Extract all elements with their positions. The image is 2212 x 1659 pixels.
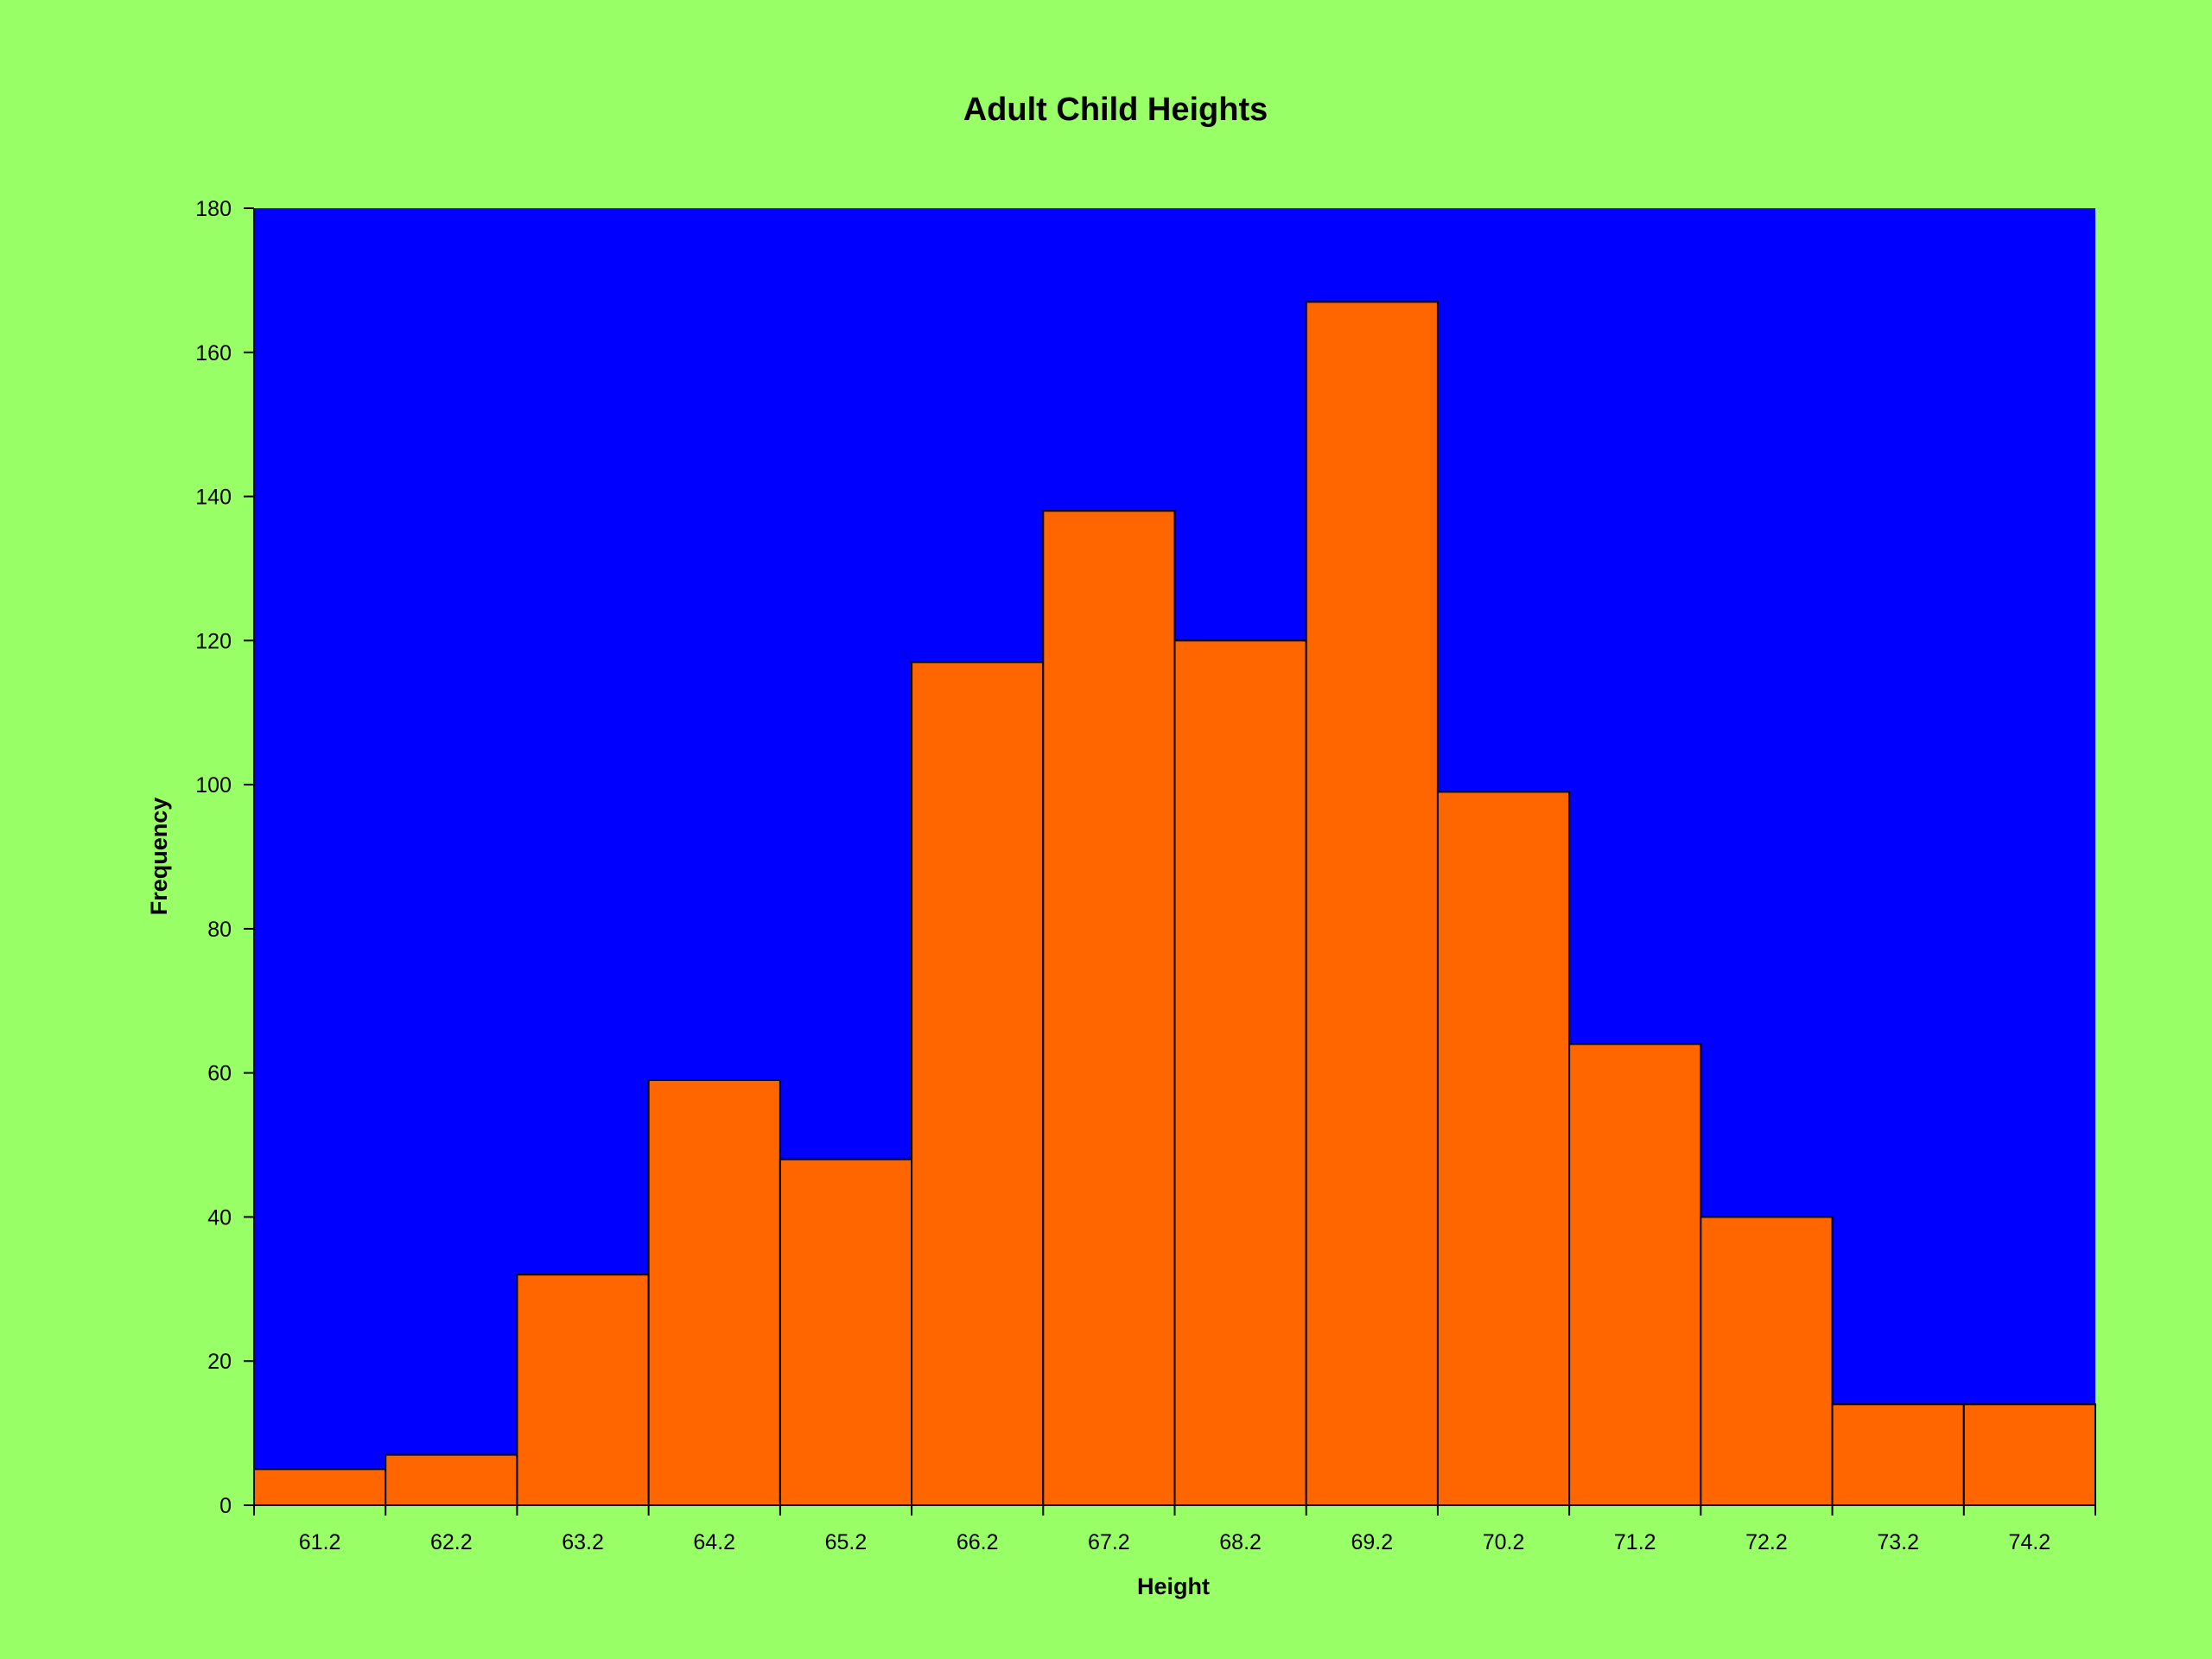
bar-67.2	[1042, 510, 1176, 1506]
x-tick-label-67.2: 67.2	[1088, 1530, 1130, 1554]
bar-73.2	[1831, 1403, 1965, 1507]
x-tick-label-74.2: 74.2	[2009, 1530, 2051, 1554]
y-axis-title: Frequency	[146, 798, 172, 916]
x-tick-label-70.2: 70.2	[1483, 1530, 1525, 1554]
bar-71.2	[1568, 1043, 1702, 1507]
x-tick-label-72.2: 72.2	[1745, 1530, 1788, 1554]
chart-title: Adult Child Heights	[963, 92, 1268, 128]
x-tick-label-64.2: 64.2	[693, 1530, 735, 1554]
bar-70.2	[1436, 791, 1571, 1506]
x-tick-label-62.2: 62.2	[430, 1530, 473, 1554]
x-tick-label-65.2: 65.2	[825, 1530, 868, 1554]
x-tick-label-73.2: 73.2	[1877, 1530, 1919, 1554]
y-tick-label-140: 140	[195, 486, 232, 510]
y-tick-label-60: 60	[207, 1062, 232, 1086]
axes-layer	[244, 207, 2096, 1516]
bar-63.2	[516, 1274, 650, 1507]
x-tick-label-69.2: 69.2	[1351, 1530, 1393, 1554]
y-tick-label-100: 100	[195, 773, 232, 798]
x-tick-label-66.2: 66.2	[957, 1530, 999, 1554]
bar-68.2	[1173, 639, 1307, 1506]
y-tick-label-40: 40	[207, 1205, 232, 1230]
bars-layer	[253, 301, 2097, 1507]
bar-65.2	[779, 1158, 913, 1506]
bar-69.2	[1305, 301, 1439, 1506]
y-tick-label-20: 20	[207, 1350, 232, 1374]
y-tick-label-160: 160	[195, 341, 232, 365]
bar-66.2	[911, 661, 1045, 1506]
x-axis-title: Height	[1137, 1573, 1210, 1599]
y-tick-label-120: 120	[195, 629, 232, 653]
bar-62.2	[385, 1453, 518, 1507]
x-tick-label-71.2: 71.2	[1614, 1530, 1656, 1554]
bar-64.2	[647, 1079, 781, 1506]
x-tick-label-61.2: 61.2	[299, 1530, 341, 1554]
y-tick-label-80: 80	[207, 918, 232, 942]
bar-74.2	[1962, 1403, 2097, 1507]
y-tick-label-180: 180	[195, 197, 232, 221]
bar-72.2	[1700, 1216, 1834, 1506]
x-tick-label-68.2: 68.2	[1219, 1530, 1262, 1554]
x-tick-label-63.2: 63.2	[562, 1530, 604, 1554]
labels-layer: 0 20 40 60 80 100 120 140 160 180 61.2 62.2 63.2 64.2…	[195, 197, 2050, 1554]
bar-61.2	[253, 1468, 387, 1507]
y-tick-label-0: 0	[219, 1494, 232, 1518]
